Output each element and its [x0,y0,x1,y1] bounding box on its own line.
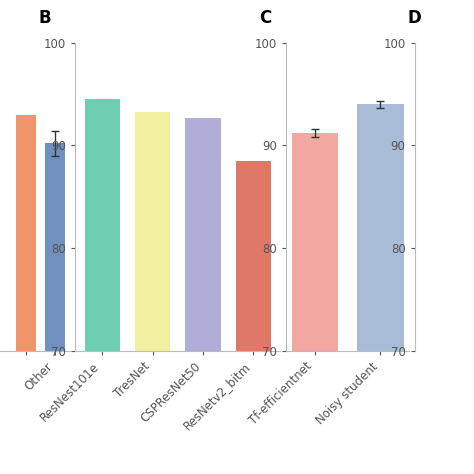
Text: C: C [259,9,271,27]
Bar [185,118,221,474]
Bar [292,133,337,474]
Text: B: B [38,9,51,27]
Bar [45,143,65,474]
Bar [85,99,120,474]
Bar [16,115,36,474]
Text: D: D [408,9,421,27]
Bar [236,161,271,474]
Bar [135,112,170,474]
Bar [357,104,403,474]
